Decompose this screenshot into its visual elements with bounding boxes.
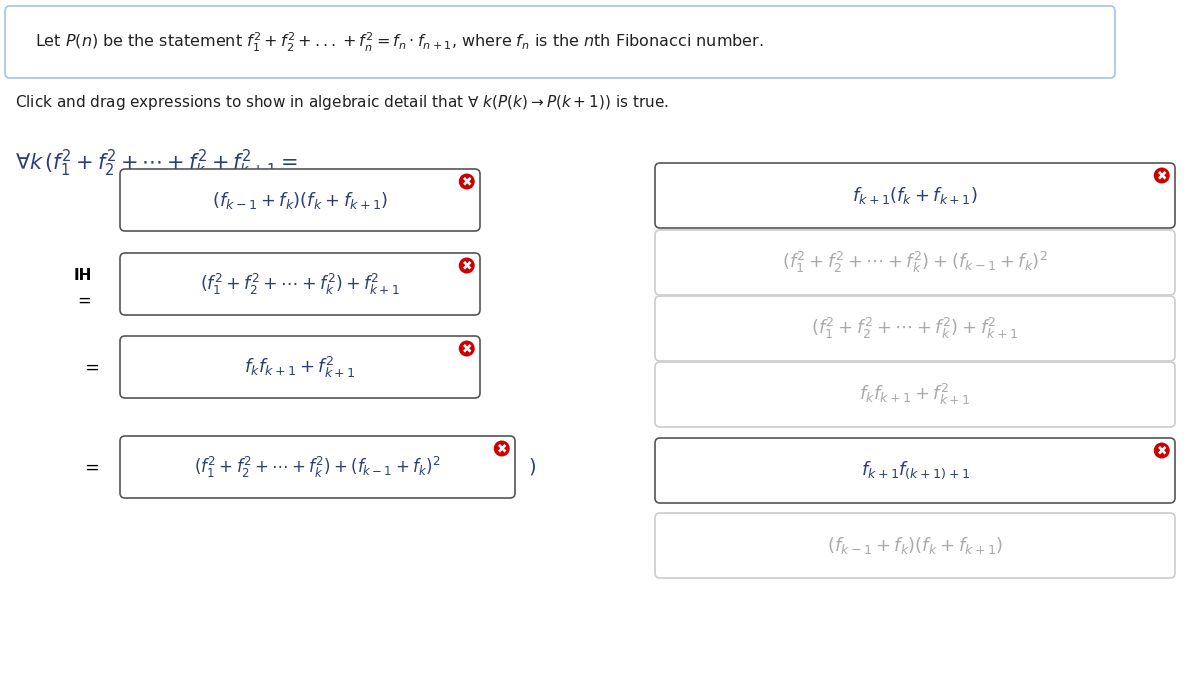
Text: $(f_1^2 + f_2^2 + \cdots + f_k^2) + f_{k+1}^2$: $(f_1^2 + f_2^2 + \cdots + f_k^2) + f_{k… — [811, 316, 1019, 341]
Text: ✖: ✖ — [497, 442, 506, 455]
Text: $=$: $=$ — [80, 358, 100, 376]
Text: ): ) — [528, 457, 535, 477]
FancyBboxPatch shape — [655, 438, 1175, 503]
Text: Click and drag expressions to show in algebraic detail that $\forall$ $k(P(k) \r: Click and drag expressions to show in al… — [14, 94, 668, 112]
Text: $=$: $=$ — [80, 458, 100, 476]
Text: ✖: ✖ — [1157, 169, 1166, 182]
FancyBboxPatch shape — [120, 253, 480, 315]
FancyBboxPatch shape — [5, 6, 1115, 78]
FancyBboxPatch shape — [655, 163, 1175, 228]
Text: ✖: ✖ — [462, 175, 472, 188]
Text: Let $P(n)$ be the statement $f_1^2 + f_2^2 + ... + f_n^2 = f_n \cdot f_{n+1}$, w: Let $P(n)$ be the statement $f_1^2 + f_2… — [35, 31, 763, 54]
Text: ✖: ✖ — [462, 259, 472, 272]
Text: $=$: $=$ — [74, 291, 91, 309]
FancyBboxPatch shape — [120, 436, 515, 498]
Text: $(f_1^2 + f_2^2 + \cdots + f_k^2) + (f_{k-1} + f_k)^2$: $(f_1^2 + f_2^2 + \cdots + f_k^2) + (f_{… — [194, 454, 440, 480]
FancyBboxPatch shape — [655, 230, 1175, 295]
Text: $(f_{k-1} + f_k)(f_k + f_{k+1})$: $(f_{k-1} + f_k)(f_k + f_{k+1})$ — [212, 189, 388, 211]
Text: $(f_{k-1} + f_k)(f_k + f_{k+1})$: $(f_{k-1} + f_k)(f_k + f_{k+1})$ — [827, 535, 1003, 556]
Text: $\forall k\, (f_1^2 + f_2^2 + \cdots + f_k^2 + f_{k+1}^2 =$: $\forall k\, (f_1^2 + f_2^2 + \cdots + f… — [14, 147, 298, 179]
FancyBboxPatch shape — [655, 296, 1175, 361]
Text: $(f_1^2 + f_2^2 + \cdots + f_k^2) + f_{k+1}^2$: $(f_1^2 + f_2^2 + \cdots + f_k^2) + f_{k… — [200, 272, 400, 297]
Text: $f_k f_{k+1} + f_{k+1}^2$: $f_k f_{k+1} + f_{k+1}^2$ — [244, 355, 356, 380]
FancyBboxPatch shape — [120, 336, 480, 398]
Text: IH: IH — [74, 269, 92, 283]
FancyBboxPatch shape — [655, 362, 1175, 427]
Text: ✖: ✖ — [1157, 444, 1166, 457]
FancyBboxPatch shape — [655, 513, 1175, 578]
Text: ✖: ✖ — [462, 342, 472, 355]
Text: $f_k f_{k+1} + f_{k+1}^2$: $f_k f_{k+1} + f_{k+1}^2$ — [859, 382, 971, 407]
Text: $f_{k+1}(f_k + f_{k+1})$: $f_{k+1}(f_k + f_{k+1})$ — [852, 185, 978, 206]
FancyBboxPatch shape — [120, 169, 480, 231]
Text: $(f_1^2 + f_2^2 + \cdots + f_k^2) + (f_{k-1} + f_k)^2$: $(f_1^2 + f_2^2 + \cdots + f_k^2) + (f_{… — [782, 250, 1048, 275]
Text: $f_{k+1} f_{(k+1)+1}$: $f_{k+1} f_{(k+1)+1}$ — [860, 460, 970, 482]
